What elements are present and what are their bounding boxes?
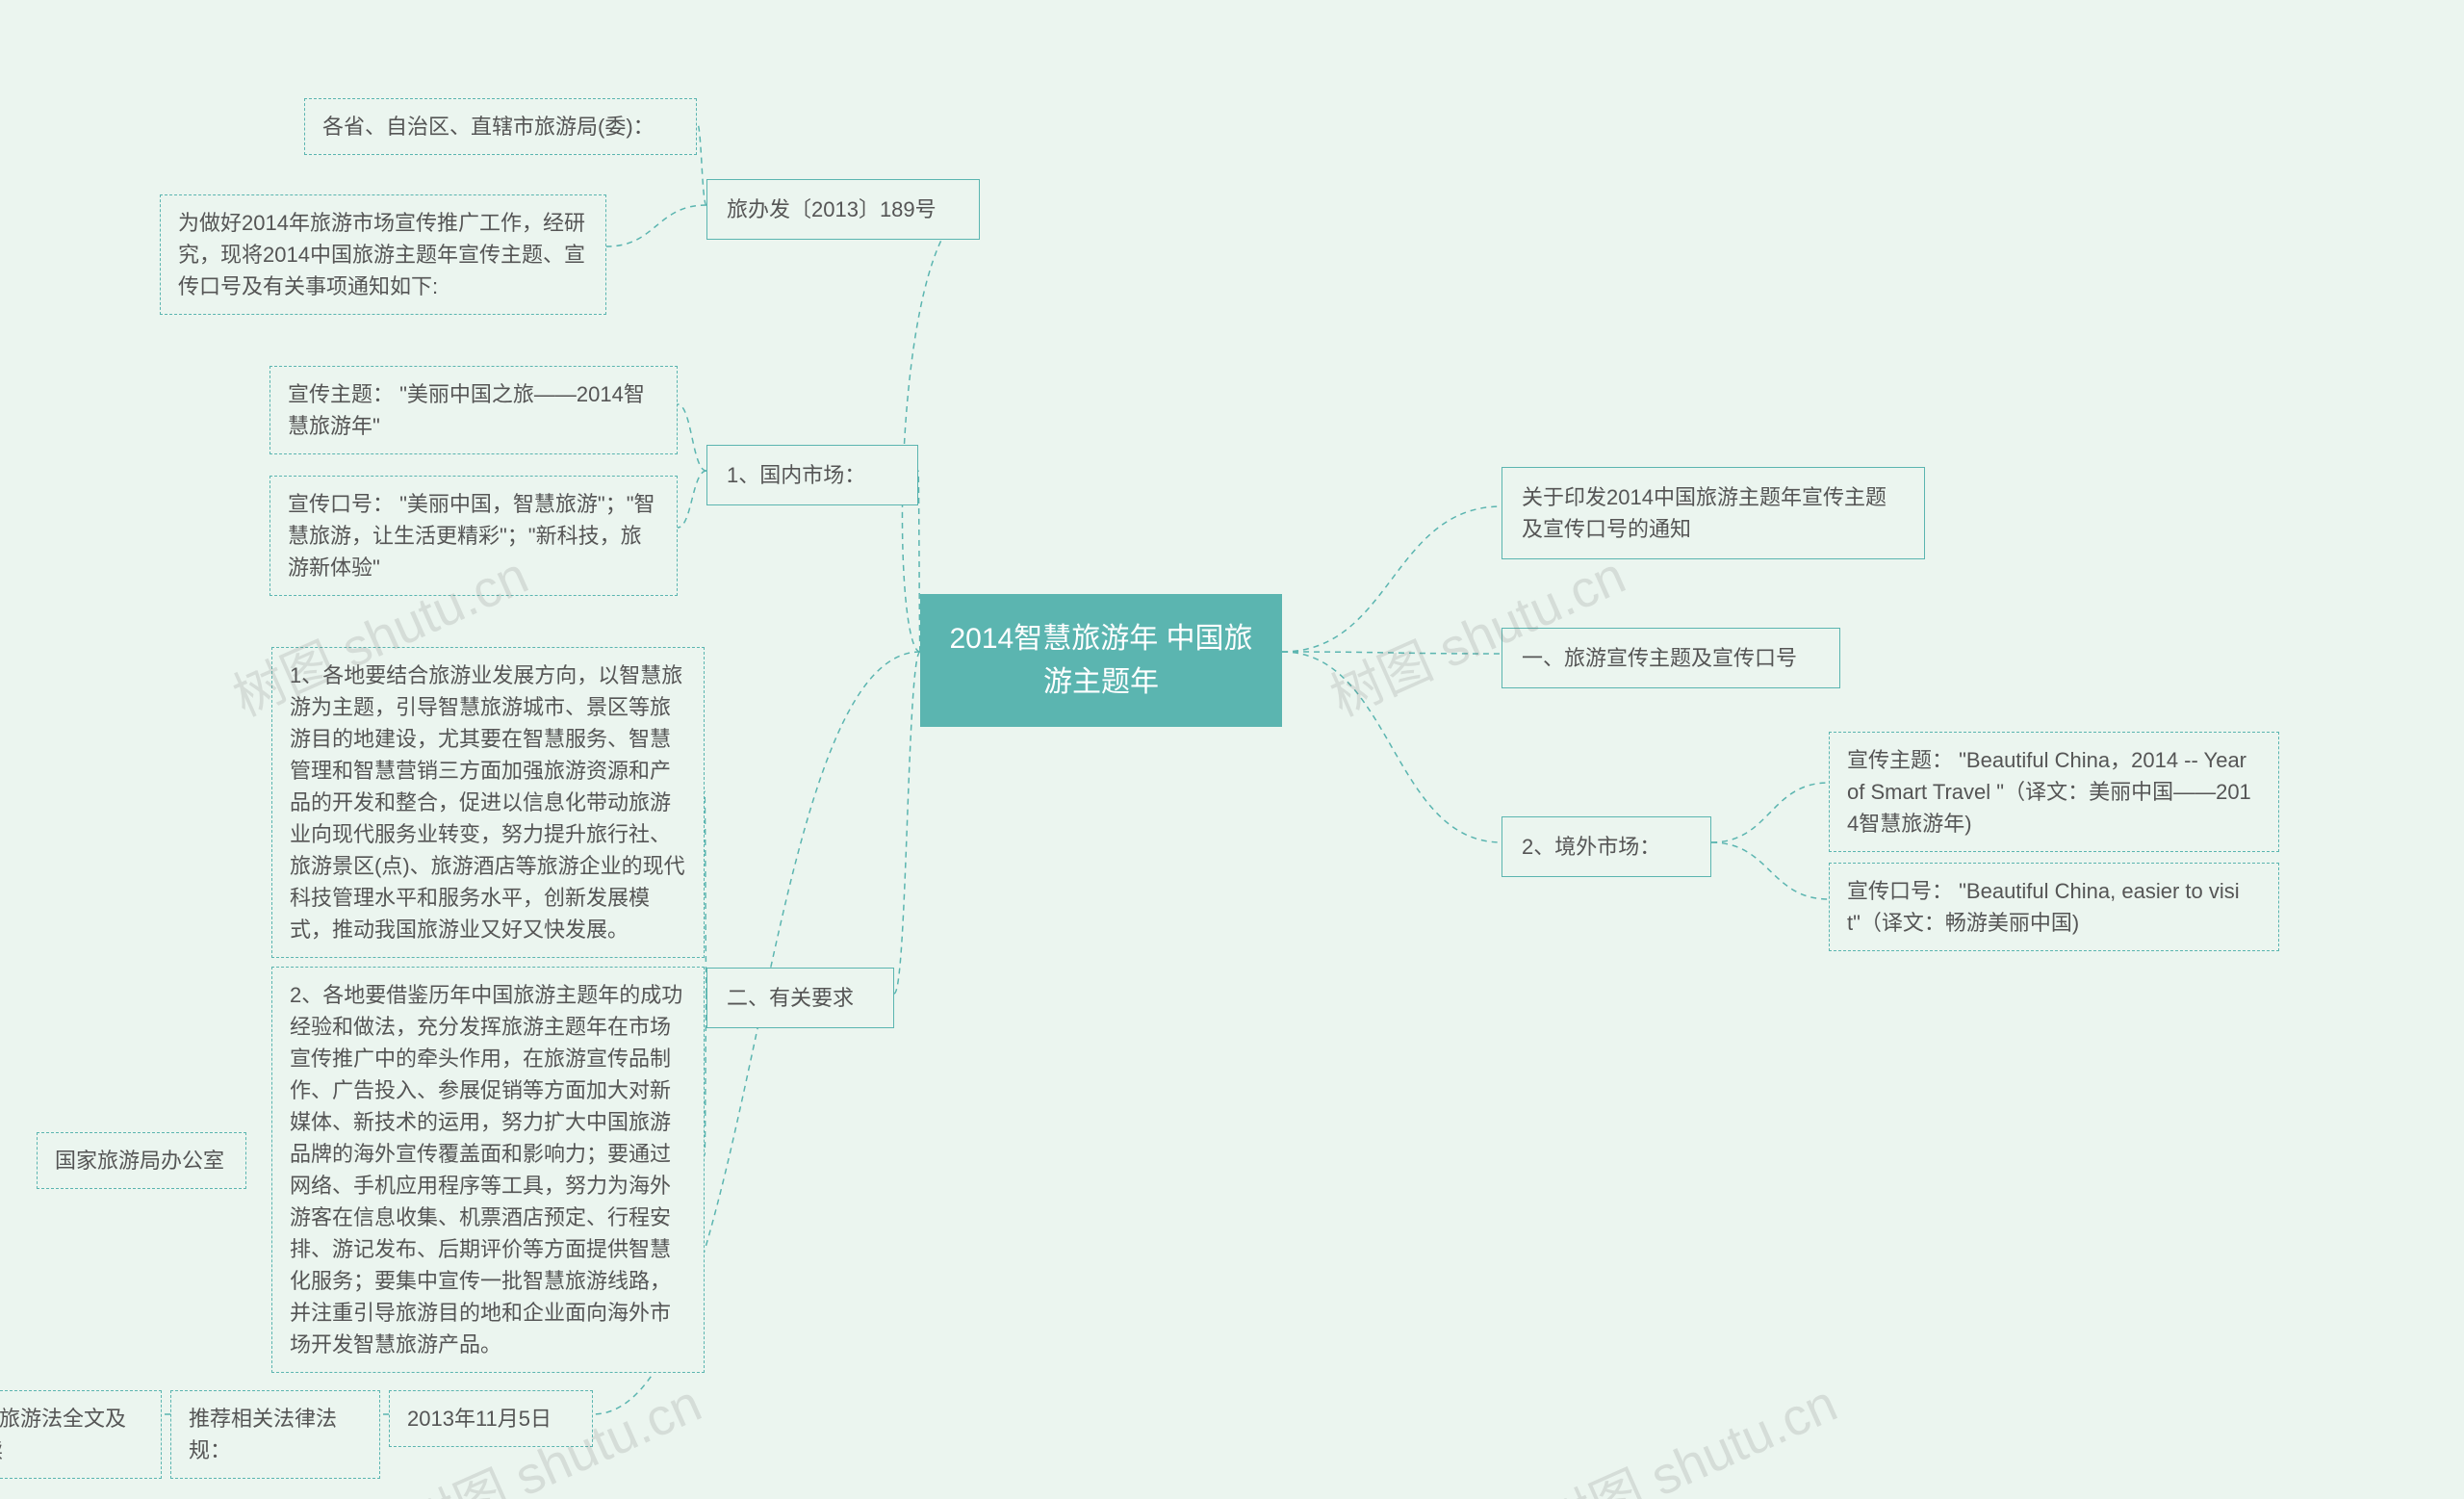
mindmap-leaf[interactable]: 1、各地要结合旅游业发展方向，以智慧旅游为主题，引导智慧旅游城市、景区等旅游目的…	[271, 647, 705, 958]
mindmap-branch[interactable]: 1、国内市场：	[706, 445, 918, 505]
mindmap-branch[interactable]: 二、有关要求	[706, 968, 894, 1028]
mindmap-branch[interactable]: 一、旅游宣传主题及宣传口号	[1502, 628, 1840, 688]
mindmap-leaf[interactable]: 国家旅游局办公室	[37, 1132, 246, 1189]
mindmap-leaf[interactable]: 宣传主题： "Beautiful China，2014 -- Year of S…	[1829, 732, 2279, 852]
watermark: 树图 shutu.cn	[1528, 1361, 1847, 1499]
mindmap-root[interactable]: 2014智慧旅游年 中国旅游主题年	[920, 594, 1282, 727]
mindmap-leaf[interactable]: 新旅游法全文及解读	[0, 1390, 162, 1479]
mindmap-branch[interactable]: 关于印发2014中国旅游主题年宣传主题及宣传口号的通知	[1502, 467, 1925, 559]
mindmap-leaf[interactable]: 宣传口号： "美丽中国，智慧旅游"；"智慧旅游，让生活更精彩"；"新科技，旅游新…	[270, 476, 678, 596]
mindmap-leaf[interactable]: 为做好2014年旅游市场宣传推广工作，经研究，现将2014中国旅游主题年宣传主题…	[160, 194, 606, 315]
mindmap-leaf[interactable]: 各省、自治区、直辖市旅游局(委)：	[304, 98, 697, 155]
mindmap-leaf[interactable]: 宣传主题： "美丽中国之旅——2014智慧旅游年"	[270, 366, 678, 454]
mindmap-leaf[interactable]: 推荐相关法律法规：	[170, 1390, 380, 1479]
mindmap-branch[interactable]: 旅办发〔2013〕189号	[706, 179, 980, 240]
mindmap-leaf[interactable]: 2、各地要借鉴历年中国旅游主题年的成功经验和做法，充分发挥旅游主题年在市场宣传推…	[271, 967, 705, 1373]
mindmap-leaf[interactable]: 2013年11月5日	[389, 1390, 593, 1447]
node-label: 新旅游法全文及解读	[0, 1407, 126, 1462]
mindmap-leaf[interactable]: 宣传口号： "Beautiful China, easier to visit"…	[1829, 863, 2279, 951]
mindmap-branch[interactable]: 2、境外市场：	[1502, 816, 1711, 877]
